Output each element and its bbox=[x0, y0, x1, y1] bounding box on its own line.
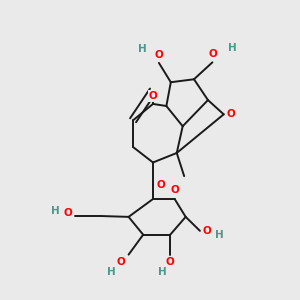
Text: H: H bbox=[158, 267, 166, 278]
Text: O: O bbox=[157, 180, 165, 190]
Text: O: O bbox=[148, 91, 157, 101]
Text: H: H bbox=[52, 206, 60, 216]
Text: O: O bbox=[154, 50, 163, 60]
Text: H: H bbox=[215, 230, 224, 240]
Text: O: O bbox=[117, 257, 126, 267]
Text: H: H bbox=[228, 43, 237, 53]
Text: O: O bbox=[227, 109, 236, 119]
Text: O: O bbox=[170, 185, 179, 196]
Text: O: O bbox=[208, 49, 217, 59]
Text: O: O bbox=[203, 226, 212, 236]
Text: O: O bbox=[166, 257, 175, 267]
Text: H: H bbox=[107, 266, 116, 277]
Text: O: O bbox=[63, 208, 72, 218]
Text: H: H bbox=[138, 44, 146, 54]
